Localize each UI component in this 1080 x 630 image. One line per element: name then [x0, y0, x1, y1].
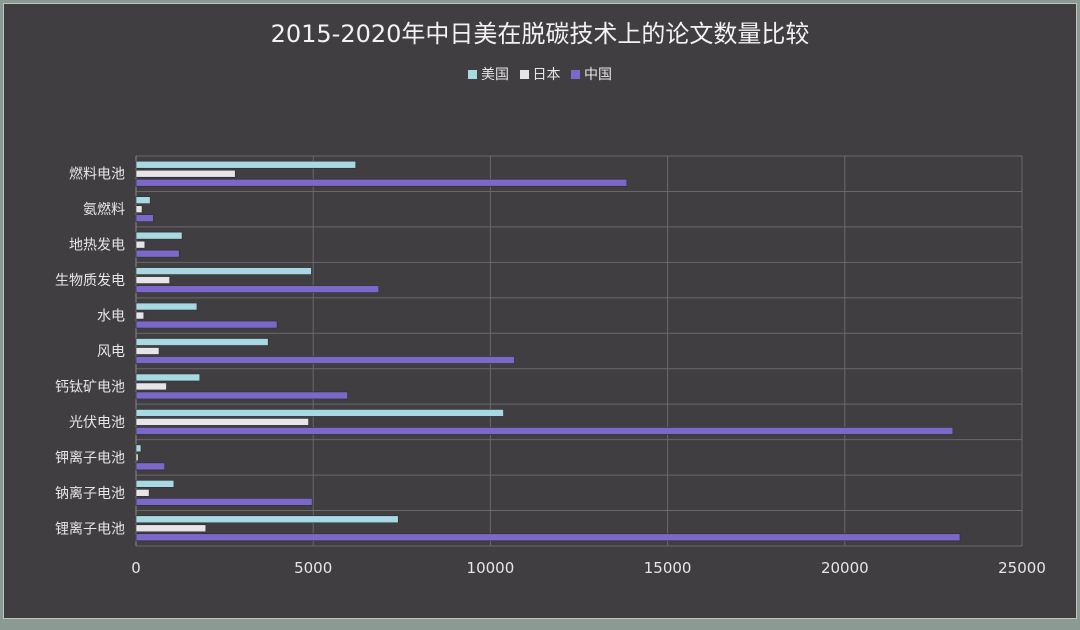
bar-japan — [135, 453, 139, 462]
bar-japan — [135, 240, 146, 249]
y-tick-label: 地热发电 — [69, 238, 125, 254]
x-tick-label: 25000 — [998, 559, 1046, 577]
bar-japan — [135, 311, 145, 320]
bar-us — [135, 444, 142, 453]
bar-japan — [135, 169, 236, 178]
legend-item-china: 中国 — [570, 64, 612, 84]
x-tick-label: 20000 — [821, 559, 869, 577]
bar-china — [135, 356, 515, 364]
bar-china — [135, 462, 166, 471]
bar-china — [135, 391, 348, 400]
bar-china — [135, 320, 278, 329]
bar-us — [135, 409, 504, 417]
legend-swatch-japan — [519, 69, 529, 79]
bar-japan — [135, 382, 167, 391]
y-tick-label: 风电 — [97, 344, 125, 360]
bar-china — [135, 285, 380, 293]
legend-label-china: 中国 — [583, 67, 612, 83]
legend-label-japan: 日本 — [532, 67, 561, 83]
bar-us — [135, 160, 357, 169]
bar-japan — [135, 524, 207, 533]
bar-us — [135, 480, 175, 488]
legend-swatch-china — [570, 69, 580, 79]
bar-us — [135, 338, 269, 346]
bar-china — [135, 214, 154, 222]
y-tick-label: 锂离子电池 — [55, 520, 125, 537]
bar-japan — [135, 205, 143, 213]
x-tick-label: 0 — [131, 559, 141, 577]
legend-item-japan: 日本 — [519, 64, 561, 84]
chart-title: 2015-2020年中日美在脱碳技术上的论文数量比较 — [270, 20, 810, 48]
y-tick-label: 钠离子电池 — [55, 485, 125, 502]
y-tick-label: 氨燃料 — [83, 201, 125, 218]
legend: 美国 日本 中国 — [0, 64, 1080, 84]
bar-china — [135, 427, 954, 435]
bar-china — [135, 498, 313, 506]
bar-us — [135, 373, 201, 382]
y-tick-label: 燃料电池 — [69, 166, 125, 183]
x-tick-label: 15000 — [644, 559, 692, 577]
legend-swatch-us — [468, 69, 478, 79]
y-tick-label: 生物质发电 — [55, 273, 125, 289]
bar-china — [135, 249, 180, 258]
bar-japan — [135, 489, 150, 497]
bar-us — [135, 231, 183, 240]
bar-us — [135, 267, 312, 275]
legend-label-us: 美国 — [481, 67, 510, 83]
bar-us — [135, 196, 151, 204]
x-tick-label: 10000 — [467, 559, 515, 577]
y-tick-label: 光伏电池 — [69, 415, 125, 431]
bar-us — [135, 515, 399, 524]
bar-japan — [135, 276, 170, 284]
y-tick-label: 钾离子电池 — [55, 449, 125, 466]
bar-china — [135, 178, 628, 187]
bar-china — [135, 533, 961, 542]
bar-japan — [135, 418, 309, 426]
bar-us — [135, 302, 198, 311]
legend-item-us: 美国 — [468, 64, 509, 84]
y-tick-label: 水电 — [97, 309, 125, 325]
bar-japan — [135, 347, 160, 355]
y-tick-label: 钙钛矿电池 — [55, 379, 125, 395]
x-tick-label: 5000 — [294, 559, 332, 577]
